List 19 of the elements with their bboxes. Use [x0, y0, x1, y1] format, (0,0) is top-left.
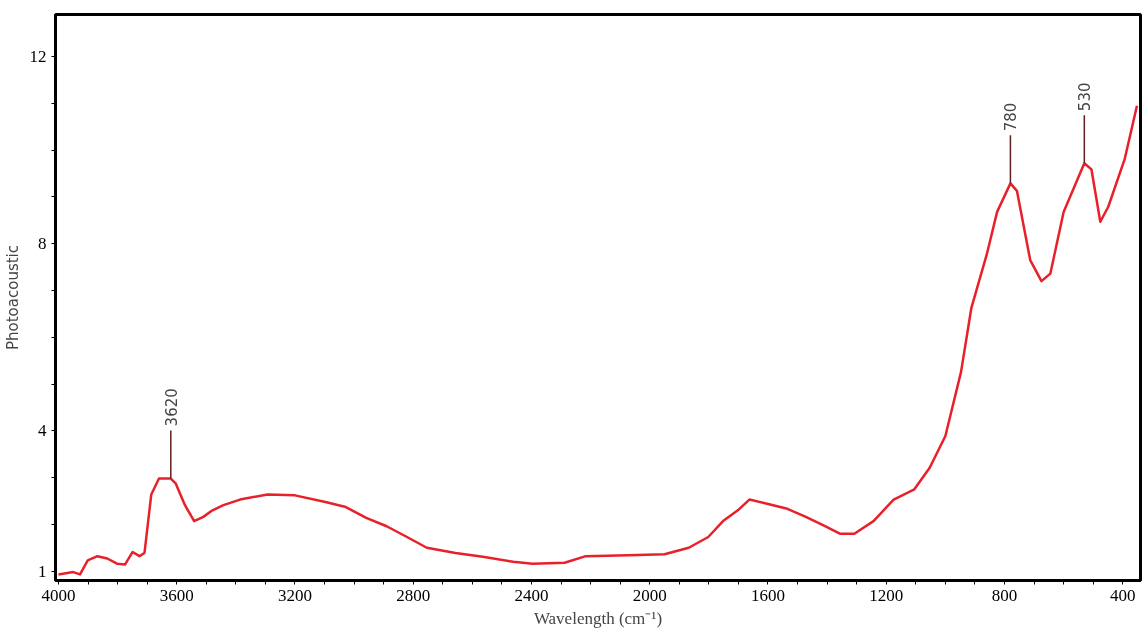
x-tick-label: 2400 — [514, 585, 549, 605]
x-tick-label: 1600 — [750, 585, 785, 605]
x-tick-label: 4000 — [41, 585, 76, 605]
annotation: 780 — [1002, 102, 1021, 132]
x-tick-label: 2800 — [396, 585, 431, 605]
x-tick-label: 800 — [991, 585, 1018, 605]
x-tick-label: 1200 — [869, 585, 904, 605]
y-tick-label: 12 — [29, 47, 47, 67]
x-axis-title: Wavelength (cm⁻¹) — [533, 608, 663, 628]
annotation: 530 — [1076, 82, 1095, 112]
annotation: 3620 — [162, 388, 181, 427]
x-tick-label: 2000 — [632, 585, 667, 605]
y-tick-label: 8 — [38, 234, 47, 254]
x-tick-label: 3200 — [277, 585, 312, 605]
x-tick-label: 3600 — [159, 585, 194, 605]
y-axis-title: Photoacoustic — [3, 244, 22, 351]
y-tick-label: 4 — [38, 421, 47, 441]
x-tick-label: 400 — [1110, 585, 1136, 605]
y-tick-label: 1 — [38, 561, 47, 581]
